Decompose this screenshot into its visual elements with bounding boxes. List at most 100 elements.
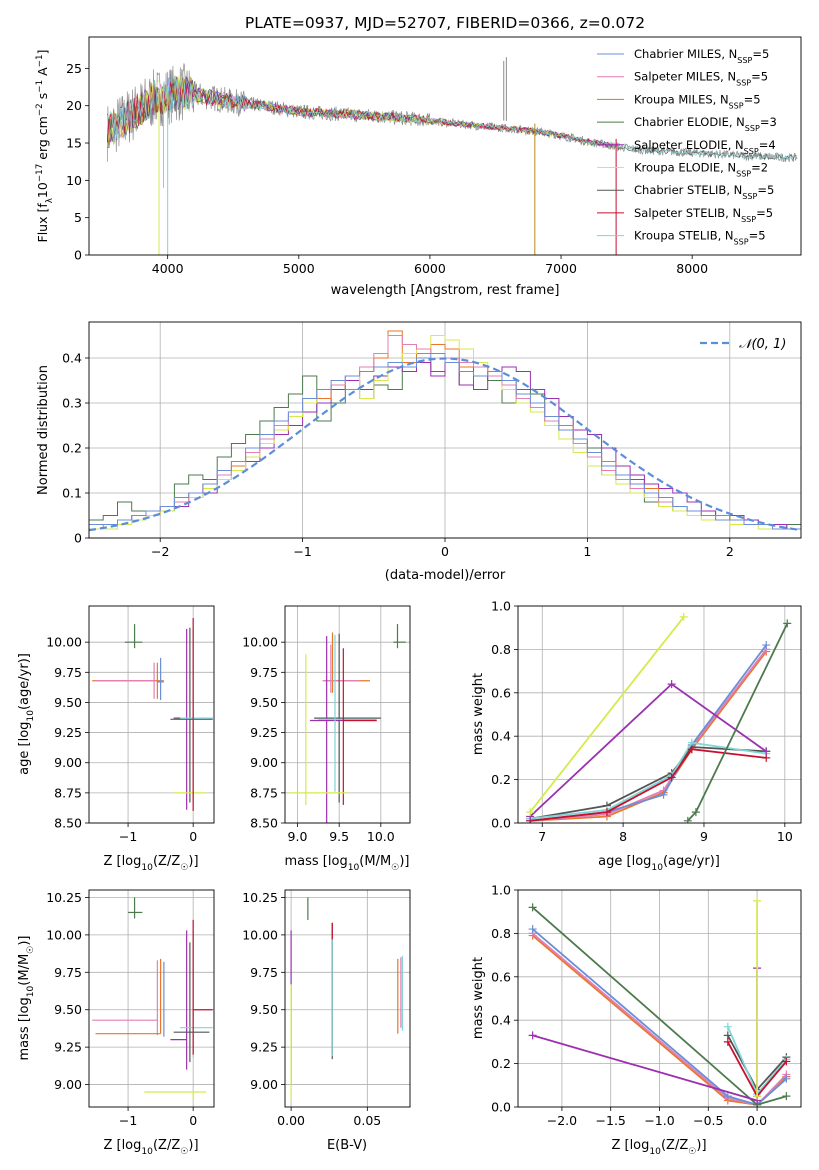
legend-entry: Salpeter ELODIE, NSSP=4 [634,138,776,156]
x-axis-label: Z [log10(Z/Z☉)] [611,1138,706,1157]
x-axis-label: Z [log10(Z/Z☉)] [103,854,198,873]
x-tick-label: 7 [538,829,546,844]
legend-entry-part: =5 [756,206,773,220]
axes-frame [88,321,802,539]
x-axis-label-part: Z [log [611,1138,649,1153]
age-vs-mass-axes: 9.0 9.5 10.0 8.50 8.75 9.00 9.25 9.50 9.75 10.00 [242,605,411,844]
x-axis-label-part: ☉ [688,1147,696,1157]
mass-vs-ebv-axes: 0.00 0.05 9.00 9.25 9.50 9.75 10.00 10.25 [242,889,411,1128]
model-line [107,81,616,147]
x-tick-label: −2 [151,544,169,559]
y-tick-label: 0.8 [491,926,511,941]
x-axis-label-part: )] [399,854,409,869]
y-tick-label: 9.00 [250,755,278,770]
model-line [107,78,797,161]
legend-entry-part: Chabrier MILES, N [634,47,737,61]
plus-marker [691,808,700,817]
legend-entry: 𝒩(0, 1) [739,337,786,352]
y-tick-label: 10.00 [46,927,82,942]
x-tick-label: 9 [700,829,708,844]
plus-marker [782,1074,791,1083]
legend-entry-part: Salpeter STELIB, N [634,206,741,220]
legend-entry-part: SSP [741,214,756,223]
residuals-plot-area [89,330,801,532]
x-tick-label: −1.0 [644,1113,674,1128]
legend-entry-part: SSP [744,146,759,155]
x-tick-label: 6000 [414,261,446,276]
y-axis-label: mass [log10(M/M☉)] [17,936,36,1061]
y-tick-label: 0.4 [62,351,82,366]
weight-series [532,932,788,1106]
plus-marker [762,641,771,650]
x-tick-label: 10 [777,829,793,844]
mass-vs-Z-plot-area [92,897,213,1100]
y-axis-label-part: −1 [35,80,45,93]
x-tick-label: 8000 [676,261,708,276]
x-tick-label: −1.5 [596,1113,626,1128]
y-axis-label-part: −1 [35,54,45,67]
x-tick-label: 0 [441,544,449,559]
x-tick-label: 8 [619,829,627,844]
x-tick-label: 9.5 [329,829,349,844]
y-tick-label: 9.00 [250,1077,278,1092]
weight-vs-age-axes: 7 8 9 10 0.0 0.2 0.4 0.6 0.8 1.0 [491,599,802,844]
y-tick-label: 0.1 [62,486,82,501]
legend-entry: Chabrier MILES, NSSP=5 [634,47,769,65]
y-tick-label: 9.75 [250,665,278,680]
y-tick-label: 1.0 [491,883,511,898]
y-tick-label: 9.50 [54,1002,82,1017]
legend-entry-part: Salpeter MILES, N [634,70,736,84]
x-tick-label: 2 [726,544,734,559]
legend-entry-part: SSP [729,101,744,110]
legend-entry-part: SSP [734,237,749,246]
y-tick-label: 8.50 [54,816,82,831]
y-tick-label: 9.00 [54,1077,82,1092]
plus-marker [723,1022,732,1031]
legend-entry-part: Salpeter ELODIE, N [634,138,744,152]
y-axis-label-part: A [35,67,50,80]
legend-entry: Chabrier STELIB, NSSP=5 [634,183,774,201]
weight-vs-age-plot-area [526,612,792,823]
x-axis-label-part: (age/yr)] [663,854,720,869]
plus-marker [753,1092,762,1101]
x-axis-label-part: 10 [141,863,153,873]
x-axis-label-part: mass [log [285,854,348,869]
y-tick-label: 8.50 [250,816,278,831]
y-axis-label: mass weight [471,957,486,1039]
y-tick-label: 9.50 [250,1002,278,1017]
x-axis-label-part: ☉ [180,863,188,873]
legend-entry-part: SSP [737,56,752,65]
plus-marker [667,773,676,782]
x-axis-label-part: (M/M [359,854,391,869]
legend-entry-part: =2 [751,161,768,175]
x-tick-label: −1 [119,829,137,844]
legend-entry-part: Kroupa MILES, N [634,92,729,106]
y-tick-label: 0.2 [491,1056,511,1071]
y-tick-label: 0.6 [491,685,511,700]
y-tick-label: 0 [74,248,82,263]
weight-series [532,928,787,1106]
plus-marker [528,903,537,912]
y-tick-label: 0.8 [491,642,511,657]
y-tick-label: 9.75 [54,665,82,680]
y-tick-label: 9.75 [54,965,82,980]
y-axis-label-part: mass [log [17,997,32,1060]
x-tick-label: −1 [293,544,311,559]
y-axis-label-part: (age/yr)] [17,653,32,710]
x-tick-label: −2.0 [547,1113,577,1128]
y-tick-label: 0.4 [491,729,511,744]
x-axis-label-part: Z [log [103,854,141,869]
legend-entry-part: Chabrier STELIB, N [634,183,742,197]
x-axis-label-part: (Z/Z [153,854,180,869]
y-axis-label-part: 10 [26,710,36,722]
y-tick-label: 0.6 [491,969,511,984]
x-axis-label-part: 10 [141,1147,153,1157]
legend-entry-part: =5 [757,183,774,197]
weight-series [687,623,789,822]
x-axis-label-part: 10 [649,1147,661,1157]
legend-entry-part: =4 [759,138,776,152]
y-axis-label-part: 10 [35,182,50,198]
y-tick-label: 0 [74,531,82,546]
